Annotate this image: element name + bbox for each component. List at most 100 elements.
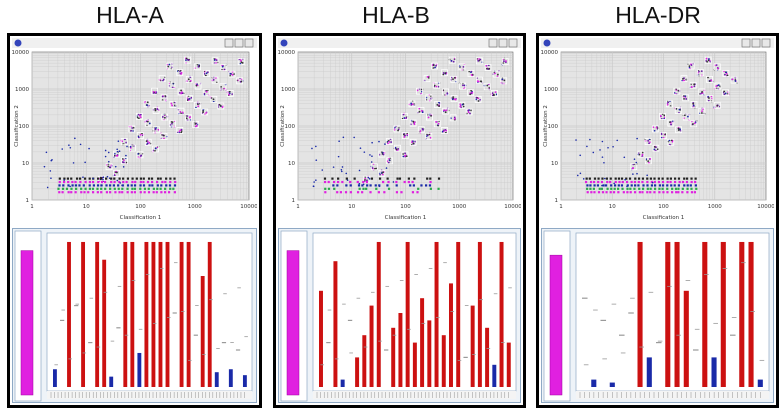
noise-point xyxy=(125,154,127,157)
low-bead xyxy=(163,191,167,194)
cluster-gate xyxy=(645,157,652,165)
low-bead xyxy=(395,191,399,194)
noise-point xyxy=(104,149,107,152)
noise-point xyxy=(341,166,344,168)
bead-point xyxy=(139,155,142,157)
low-bead xyxy=(437,177,441,180)
low-bead xyxy=(344,191,348,194)
bead-point xyxy=(690,64,693,67)
noise-point xyxy=(576,174,579,177)
y-tick-label: 10 xyxy=(288,161,295,167)
bead-point xyxy=(402,153,404,155)
noise-point xyxy=(599,149,601,151)
bar xyxy=(362,335,367,387)
bead-point xyxy=(723,93,726,96)
low-bead xyxy=(172,187,175,190)
low-bead xyxy=(118,180,121,184)
low-bead xyxy=(617,177,621,180)
scatter-svg: 1 10 100 1000 10000 1 10 100 1000 10000 Classifica… xyxy=(278,38,522,224)
low-bead xyxy=(669,180,672,184)
bead-point xyxy=(374,167,376,170)
low-bead xyxy=(671,191,674,194)
low-bead xyxy=(83,177,87,180)
low-bead xyxy=(686,184,689,187)
noise-point xyxy=(338,140,340,143)
bar xyxy=(492,364,497,387)
noise-point xyxy=(370,161,373,163)
cluster-gate xyxy=(417,126,425,134)
low-bead xyxy=(75,187,78,190)
low-bead xyxy=(386,184,389,187)
low-bead xyxy=(686,187,689,190)
cluster-gate xyxy=(211,76,219,84)
cluster-gate xyxy=(704,56,712,64)
bead-point xyxy=(469,93,472,96)
bead-point xyxy=(699,93,702,95)
low-bead xyxy=(58,184,61,187)
y-tick-label: 100 xyxy=(548,124,559,130)
window-control-icon[interactable] xyxy=(761,38,771,48)
bead-point xyxy=(641,153,644,156)
low-bead xyxy=(130,191,133,194)
cluster-gate xyxy=(177,88,185,96)
low-bead xyxy=(139,187,142,190)
bead-point xyxy=(477,97,480,100)
low-bead xyxy=(143,187,147,190)
y-tick-label: 1000 xyxy=(15,87,29,93)
bead-point xyxy=(647,139,650,142)
window-control-icon[interactable] xyxy=(741,38,751,48)
bead-point xyxy=(187,59,190,62)
low-bead xyxy=(398,177,402,180)
low-bead xyxy=(666,187,669,190)
bead-point xyxy=(413,121,416,124)
low-bead xyxy=(409,184,412,187)
bead-point xyxy=(154,109,157,112)
low-bead xyxy=(424,184,428,187)
bead-point xyxy=(477,80,480,83)
bead-point xyxy=(116,171,118,174)
cluster-gate xyxy=(492,70,500,78)
y-tick-label: 1 xyxy=(555,198,559,204)
noise-point xyxy=(332,166,335,168)
low-bead xyxy=(349,180,352,184)
side-bar xyxy=(20,250,34,396)
bead-point xyxy=(486,84,489,87)
window-control-icon[interactable] xyxy=(224,38,234,48)
bead-point xyxy=(477,100,480,102)
low-bead xyxy=(407,180,410,184)
bead-point xyxy=(154,149,156,152)
noise-point xyxy=(106,175,109,178)
bead-point xyxy=(139,116,142,119)
low-bead xyxy=(110,180,113,184)
low-bead xyxy=(620,184,624,187)
bead-point xyxy=(205,72,208,75)
low-bead xyxy=(336,180,340,184)
window-control-icon[interactable] xyxy=(498,38,508,48)
low-bead xyxy=(109,191,112,194)
low-bead xyxy=(681,180,685,184)
low-bead xyxy=(103,180,107,184)
cluster-gate xyxy=(467,89,475,97)
bead-point xyxy=(397,129,399,132)
bead-point xyxy=(364,179,366,181)
low-bead xyxy=(653,187,657,190)
window-control-icon[interactable] xyxy=(751,38,761,48)
bar-svg xyxy=(14,230,253,402)
window-control-icon[interactable] xyxy=(508,38,518,48)
noise-point xyxy=(353,136,355,139)
window-control-icon[interactable] xyxy=(244,38,254,48)
low-bead xyxy=(152,191,155,194)
low-bead xyxy=(673,177,677,180)
low-bead xyxy=(629,187,632,190)
bead-point xyxy=(468,70,470,73)
low-bead xyxy=(383,191,386,194)
low-bead xyxy=(164,187,167,190)
low-bead xyxy=(589,187,592,190)
bead-point xyxy=(161,95,164,98)
low-bead xyxy=(662,191,665,194)
window-control-icon[interactable] xyxy=(488,38,498,48)
low-bead xyxy=(612,191,616,194)
low-bead xyxy=(356,180,359,184)
low-bead xyxy=(147,187,150,190)
window-control-icon[interactable] xyxy=(234,38,244,48)
